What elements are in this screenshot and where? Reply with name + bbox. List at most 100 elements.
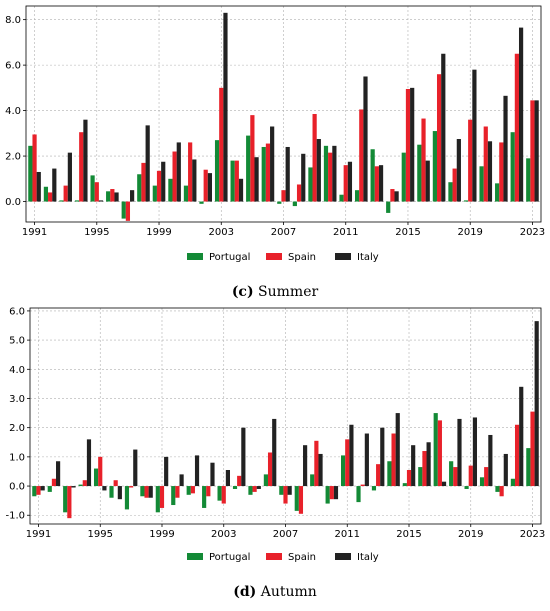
bar-spain-1999 — [156, 170, 162, 202]
bar-italy-2005 — [256, 486, 261, 489]
bar-italy-1996 — [117, 486, 122, 500]
bar-portugal-2011 — [340, 455, 346, 487]
bar-italy-2003 — [225, 470, 231, 487]
bar-spain-2019 — [468, 465, 473, 487]
bar-spain-2007 — [281, 190, 286, 202]
bar-italy-1995 — [98, 200, 104, 202]
bar-portugal-2014 — [386, 201, 391, 213]
bar-portugal-1997 — [124, 486, 130, 510]
bar-spain-2020 — [484, 467, 489, 487]
bar-portugal-1995 — [93, 468, 99, 487]
y-tick-label: 4.0 — [5, 106, 21, 117]
bar-italy-2011 — [349, 424, 354, 487]
bar-italy-1999 — [164, 456, 169, 487]
bar-italy-2021 — [503, 95, 508, 202]
bar-portugal-1994 — [78, 484, 83, 487]
bar-italy-2015 — [411, 445, 416, 487]
bar-portugal-1999 — [155, 486, 160, 513]
bar-spain-1992 — [48, 192, 53, 202]
bar-portugal-1998 — [137, 174, 142, 202]
bar-spain-1997 — [129, 486, 134, 488]
bar-portugal-2017 — [433, 413, 438, 487]
bar-italy-1993 — [67, 152, 72, 202]
bar-spain-1994 — [79, 132, 84, 202]
x-tick-label: 2019 — [457, 227, 482, 238]
bar-italy-2010 — [332, 145, 337, 202]
bar-italy-2011 — [347, 161, 353, 202]
x-tick-label: 2007 — [271, 227, 296, 238]
bar-italy-1997 — [133, 449, 138, 487]
bar-spain-1994 — [82, 480, 87, 487]
bar-spain-1999 — [159, 486, 165, 508]
bar-italy-2017 — [441, 481, 447, 487]
summer-caption-text: Summer — [258, 284, 319, 300]
legend-entry-portugal: Portugal — [187, 552, 250, 563]
bar-italy-2003 — [223, 12, 228, 202]
bar-spain-1998 — [144, 486, 149, 498]
bar-italy-2001 — [194, 455, 200, 487]
bar-portugal-2021 — [495, 183, 500, 202]
y-tick-label: 4.0 — [9, 365, 25, 376]
x-tick-label: 2007 — [273, 529, 298, 540]
bar-italy-2010 — [333, 486, 339, 500]
bar-italy-2021 — [503, 453, 508, 487]
x-tick-label: 1999 — [149, 529, 174, 540]
bar-italy-2019 — [472, 69, 477, 202]
bar-portugal-2007 — [279, 486, 284, 495]
bar-spain-1995 — [98, 456, 103, 487]
legend-entry-spain: Spain — [266, 552, 316, 563]
x-tick-label: 1991 — [22, 227, 47, 238]
bar-spain-2022 — [514, 424, 520, 487]
y-tick-label: 2.0 — [9, 423, 25, 434]
bar-portugal-2018 — [449, 461, 454, 487]
bar-italy-2000 — [179, 474, 184, 487]
bar-italy-2015 — [410, 87, 415, 202]
legend-label: Spain — [288, 552, 316, 563]
bar-italy-2004 — [238, 178, 244, 202]
bar-italy-2013 — [380, 427, 385, 487]
bar-portugal-2003 — [214, 140, 220, 202]
bar-italy-1996 — [114, 192, 119, 202]
bar-italy-2023 — [534, 321, 539, 487]
legend-swatch — [187, 253, 203, 260]
bar-portugal-1996 — [106, 191, 111, 202]
bar-spain-2004 — [234, 160, 239, 202]
bar-italy-2012 — [364, 433, 369, 487]
bar-italy-1991 — [40, 486, 45, 491]
legend-label: Spain — [288, 252, 316, 263]
legend-entry-italy: Italy — [335, 552, 379, 563]
bar-portugal-1993 — [59, 200, 64, 202]
bar-italy-2020 — [488, 434, 493, 487]
bar-spain-2014 — [391, 433, 396, 487]
bar-italy-2020 — [487, 141, 493, 202]
bar-spain-1996 — [113, 480, 118, 487]
bar-portugal-2020 — [479, 166, 484, 202]
bar-italy-2018 — [457, 418, 462, 487]
y-tick-label: 3.0 — [9, 394, 25, 405]
legend-swatch — [266, 253, 282, 260]
bar-portugal-2005 — [248, 486, 253, 495]
bar-spain-2012 — [360, 484, 365, 487]
autumn-chart: -1.0 0.0 1.0 2.0 3.0 4.0 5.0 6.0 1991 1995 1999 200… — [5, 306, 545, 563]
bar-italy-2022 — [519, 386, 524, 487]
x-tick-label: 2023 — [520, 227, 545, 238]
bar-italy-2006 — [270, 126, 275, 202]
bar-italy-1998 — [148, 486, 153, 498]
bar-spain-2013 — [374, 166, 379, 202]
bar-spain-2011 — [343, 165, 348, 202]
y-tick-label: -1.0 — [5, 511, 25, 522]
bar-spain-1992 — [51, 478, 57, 487]
y-tick-label: 6.0 — [5, 61, 21, 72]
bar-spain-2002 — [206, 486, 211, 497]
bar-spain-2003 — [221, 486, 226, 504]
bar-portugal-2013 — [370, 149, 375, 202]
bar-italy-2012 — [363, 76, 368, 202]
summer-chart: 0.0 2.0 4.0 6.0 8.0 1991 1995 1999 2003 2007 2011 2… — [5, 5, 545, 263]
bar-portugal-1995 — [90, 175, 95, 202]
bar-portugal-2011 — [339, 194, 344, 202]
bar-spain-2001 — [188, 142, 193, 202]
bar-spain-2013 — [376, 464, 381, 487]
legend-label: Portugal — [209, 552, 250, 563]
y-tick-label: 8.0 — [5, 15, 21, 26]
bar-portugal-1993 — [63, 486, 68, 513]
